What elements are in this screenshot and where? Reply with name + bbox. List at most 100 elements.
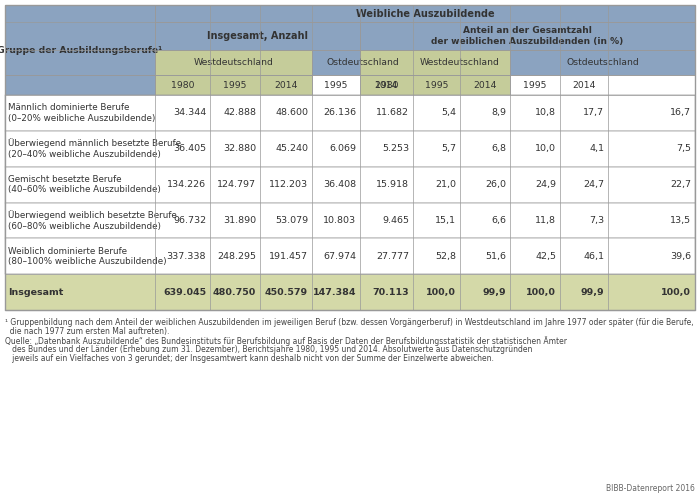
Bar (155, 50, 312, 75)
Text: Gemischt besetzte Berufe
(40–60% weibliche Auszubildende): Gemischt besetzte Berufe (40–60% weiblic… (8, 175, 161, 194)
Bar (5, 5, 155, 95)
Text: 11,8: 11,8 (535, 216, 556, 225)
Text: 1980: 1980 (374, 81, 398, 90)
Bar (360, 22, 695, 50)
Text: 10,8: 10,8 (535, 109, 556, 118)
Text: 191.457: 191.457 (269, 252, 308, 261)
Bar (5, 203, 695, 239)
Text: 6,6: 6,6 (491, 216, 506, 225)
Text: 112.203: 112.203 (269, 180, 308, 189)
Text: des Bundes und der Länder (Erhebung zum 31. Dezember), Berichtsjahre 1980, 1995 : des Bundes und der Länder (Erhebung zum … (5, 345, 533, 354)
Text: 7,3: 7,3 (589, 216, 604, 225)
Text: 2014: 2014 (374, 81, 398, 90)
Text: 36.405: 36.405 (173, 144, 206, 153)
Text: 13,5: 13,5 (670, 216, 691, 225)
Text: 52,8: 52,8 (435, 252, 456, 261)
Text: Männlich dominierte Berufe
(0–20% weibliche Auszubildende): Männlich dominierte Berufe (0–20% weibli… (8, 103, 155, 123)
Text: 26,0: 26,0 (485, 180, 506, 189)
Text: Weiblich dominierte Berufe
(80–100% weibliche Auszubildende): Weiblich dominierte Berufe (80–100% weib… (8, 247, 167, 266)
Bar (312, 50, 413, 75)
Text: 10,0: 10,0 (535, 144, 556, 153)
Text: 2014: 2014 (274, 81, 298, 90)
Text: 6.069: 6.069 (329, 144, 356, 153)
Text: ¹ Gruppenbildung nach dem Anteil der weiblichen Auszubildenden im jeweiligen Ber: ¹ Gruppenbildung nach dem Anteil der wei… (5, 318, 694, 327)
Text: 99,9: 99,9 (580, 287, 604, 297)
Bar (5, 167, 695, 203)
Bar (360, 50, 560, 75)
Text: 147.384: 147.384 (312, 287, 356, 297)
Text: 1995: 1995 (524, 81, 547, 90)
Text: 24,9: 24,9 (535, 180, 556, 189)
Text: 2014: 2014 (573, 81, 596, 90)
Text: 24,7: 24,7 (583, 180, 604, 189)
Text: 100,0: 100,0 (526, 287, 556, 297)
Text: BIBB-Datenreport 2016: BIBB-Datenreport 2016 (606, 484, 695, 493)
Text: 21,0: 21,0 (435, 180, 456, 189)
Text: 42.888: 42.888 (223, 109, 256, 118)
Text: 5.253: 5.253 (382, 144, 409, 153)
Text: 4,1: 4,1 (589, 144, 604, 153)
Text: jeweils auf ein Vielfaches von 3 gerundet; der Insgesamtwert kann deshalb nicht : jeweils auf ein Vielfaches von 3 gerunde… (5, 354, 494, 363)
Text: 480.750: 480.750 (213, 287, 256, 297)
Text: 27.777: 27.777 (376, 252, 409, 261)
Text: 26.136: 26.136 (323, 109, 356, 118)
Text: 2014: 2014 (473, 81, 497, 90)
Text: 34.344: 34.344 (173, 109, 206, 118)
Text: 45.240: 45.240 (275, 144, 308, 153)
Text: Ostdeutschland: Ostdeutschland (326, 58, 399, 67)
Text: Weibliche Auszubildende: Weibliche Auszubildende (356, 8, 494, 18)
Text: 9.465: 9.465 (382, 216, 409, 225)
Text: 5,7: 5,7 (441, 144, 456, 153)
Text: 100,0: 100,0 (426, 287, 456, 297)
Text: 15,1: 15,1 (435, 216, 456, 225)
Bar (5, 75, 155, 95)
Text: 100,0: 100,0 (661, 287, 691, 297)
Text: 46,1: 46,1 (583, 252, 604, 261)
Text: 337.338: 337.338 (167, 252, 206, 261)
Text: 134.226: 134.226 (167, 180, 206, 189)
Text: 70.113: 70.113 (372, 287, 409, 297)
Bar (155, 5, 695, 22)
Text: 22,7: 22,7 (670, 180, 691, 189)
Text: Quelle: „Datenbank Auszubildende“ des Bundesinstituts für Berufsbildung auf Basi: Quelle: „Datenbank Auszubildende“ des Bu… (5, 336, 567, 346)
Text: Überwiegend weiblich besetzte Berufe
(60–80% weibliche Auszubildende): Überwiegend weiblich besetzte Berufe (60… (8, 210, 176, 231)
Text: 11.682: 11.682 (376, 109, 409, 118)
Text: 53.079: 53.079 (275, 216, 308, 225)
Text: 1995: 1995 (223, 81, 246, 90)
Text: 31.890: 31.890 (223, 216, 256, 225)
Text: 1995: 1995 (324, 81, 348, 90)
Text: die nach 1977 zum ersten Mal auftreten).: die nach 1977 zum ersten Mal auftreten). (5, 327, 169, 336)
Text: 10.803: 10.803 (323, 216, 356, 225)
Text: 51,6: 51,6 (485, 252, 506, 261)
Text: Westdeutschland: Westdeutschland (420, 58, 500, 67)
Text: 32.880: 32.880 (223, 144, 256, 153)
Text: 36.408: 36.408 (323, 180, 356, 189)
Text: Anteil an der Gesamtzahl
der weiblichen Auszubildenden (in %): Anteil an der Gesamtzahl der weiblichen … (431, 26, 624, 46)
Text: 450.579: 450.579 (265, 287, 308, 297)
Text: 39,6: 39,6 (670, 252, 691, 261)
Bar (155, 75, 312, 95)
Text: 7,5: 7,5 (676, 144, 691, 153)
Text: 1980: 1980 (171, 81, 195, 90)
Text: Ostdeutschland: Ostdeutschland (566, 58, 639, 67)
Text: 16,7: 16,7 (670, 109, 691, 118)
Text: Überwiegend männlich besetzte Berufe
(20–40% weibliche Auszubildende): Überwiegend männlich besetzte Berufe (20… (8, 138, 181, 159)
Text: Insgesamt: Insgesamt (8, 287, 64, 297)
Bar (510, 50, 695, 75)
Text: 96.732: 96.732 (173, 216, 206, 225)
Text: 639.045: 639.045 (163, 287, 206, 297)
Text: 17,7: 17,7 (583, 109, 604, 118)
Text: 124.797: 124.797 (217, 180, 256, 189)
Bar (5, 239, 695, 274)
Bar (360, 75, 560, 95)
Text: 15.918: 15.918 (376, 180, 409, 189)
Bar (312, 75, 413, 95)
Text: 5,4: 5,4 (441, 109, 456, 118)
Text: Insgesamt, Anzahl: Insgesamt, Anzahl (207, 31, 308, 41)
Text: 248.295: 248.295 (217, 252, 256, 261)
Bar (5, 5, 695, 310)
Text: 6,8: 6,8 (491, 144, 506, 153)
Bar (5, 274, 695, 310)
Text: 48.600: 48.600 (275, 109, 308, 118)
Text: 1995: 1995 (425, 81, 448, 90)
